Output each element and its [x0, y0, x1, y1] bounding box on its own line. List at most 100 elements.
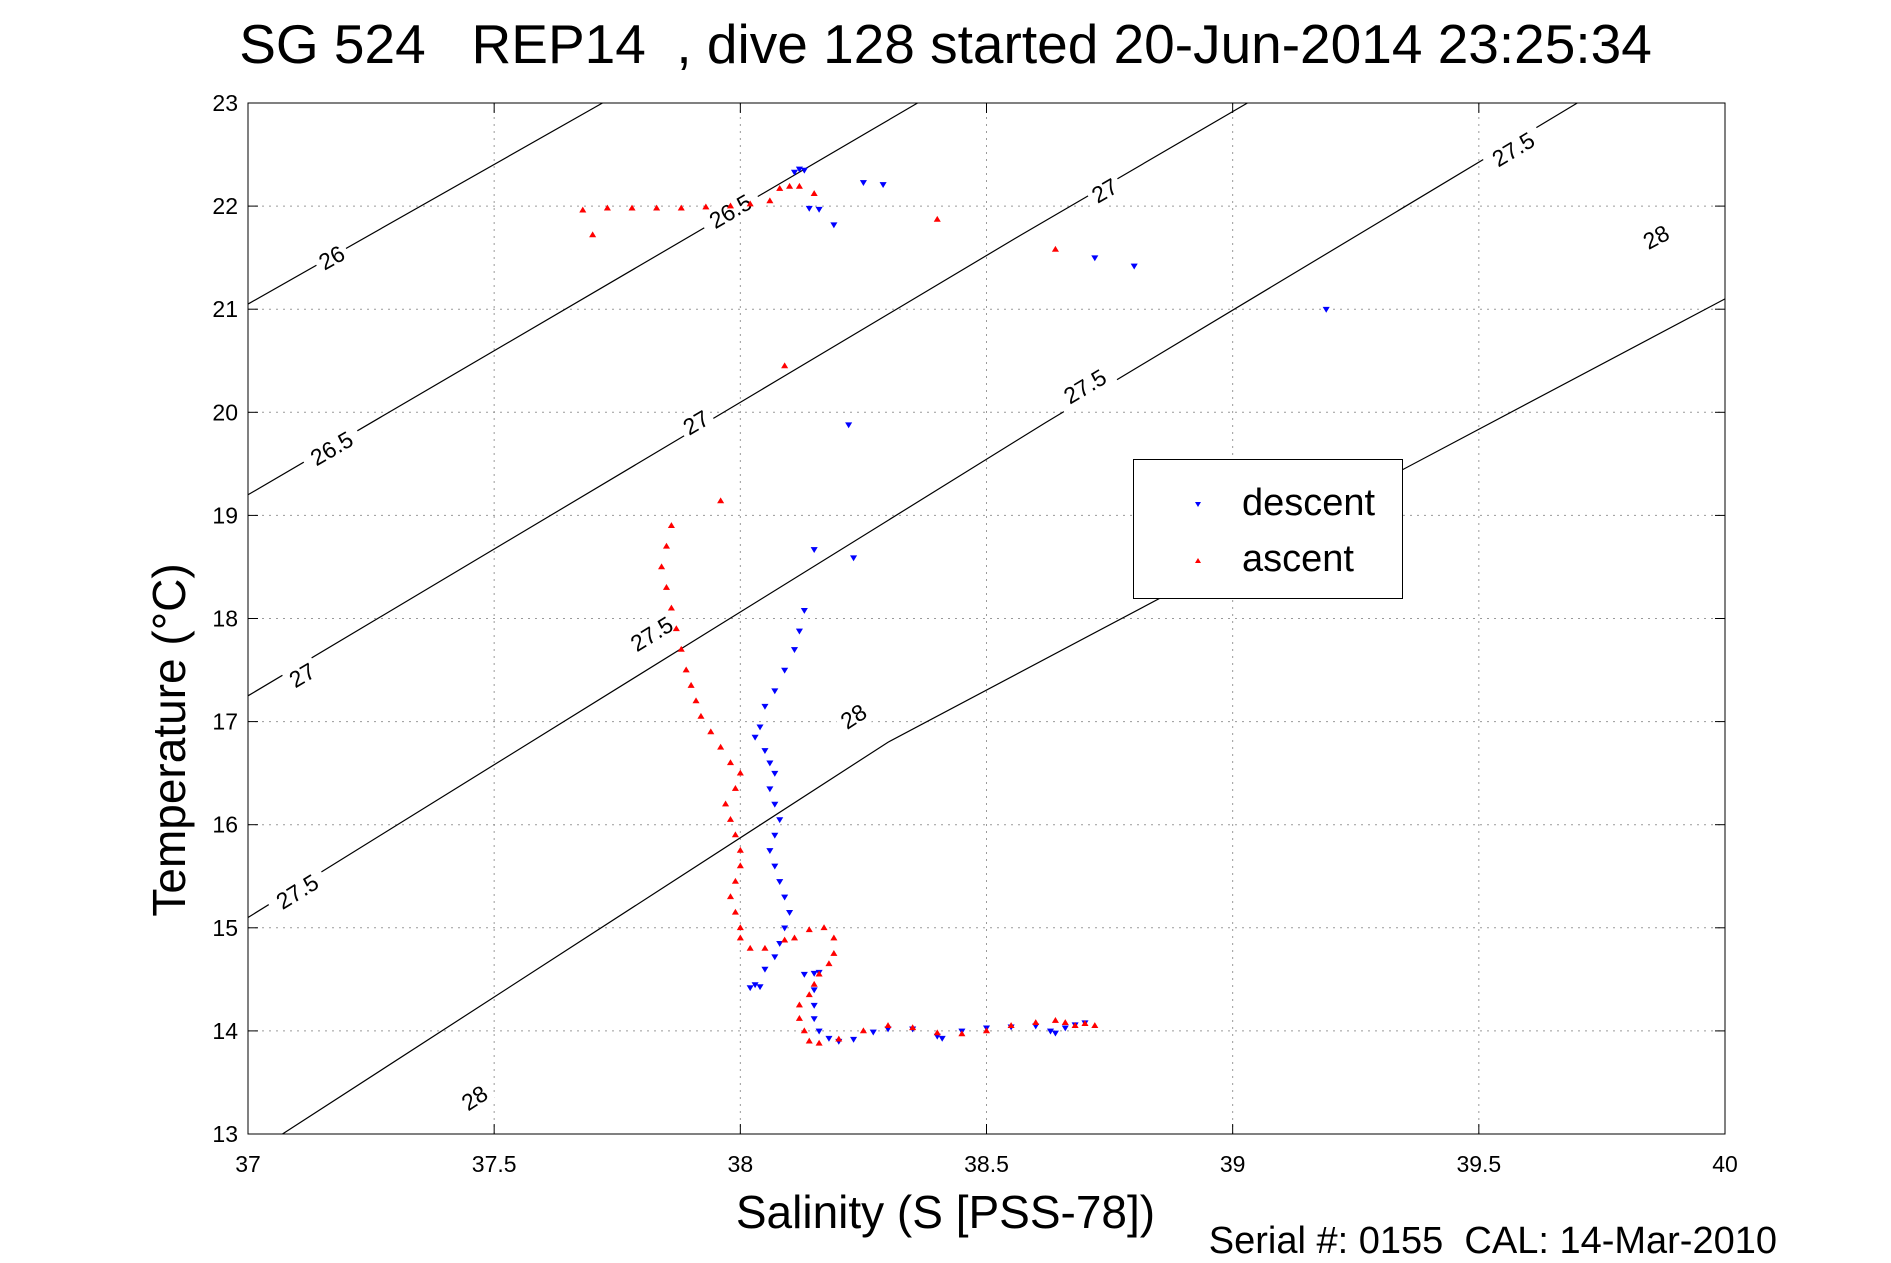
contour-line-27 [247, 102, 1248, 697]
contour-line-26 [247, 102, 603, 305]
data-point-ascent [731, 877, 739, 884]
x-tick-label: 37.5 [472, 1151, 517, 1177]
y-tick-label: 16 [212, 812, 238, 838]
data-point-ascent [717, 743, 725, 750]
data-point-descent [1061, 1025, 1069, 1032]
axis-ticks: 37 37.5 38 38.5 39 39.5 40 13 14 15 16 17 18 19 20 21 22… [212, 90, 1737, 1177]
data-point-descent [776, 817, 784, 824]
data-point-ascent [726, 202, 735, 209]
data-point-ascent [790, 934, 799, 941]
legend: descent ascent [1133, 459, 1403, 599]
data-point-ascent [726, 759, 735, 766]
data-point-descent [825, 1035, 833, 1042]
data-point-descent [850, 555, 858, 562]
data-point-descent [786, 910, 794, 916]
y-tick-label: 17 [212, 709, 238, 735]
y-tick-label: 14 [212, 1018, 238, 1044]
data-point-ascent [736, 862, 744, 869]
data-point-ascent [825, 960, 833, 967]
data-point-ascent [1071, 1022, 1079, 1029]
y-tick-label: 19 [212, 502, 238, 528]
contour-label: 27.5 [263, 863, 331, 920]
data-point-ascent [731, 908, 739, 915]
data-point-ascent [717, 497, 725, 504]
data-point-ascent [589, 231, 597, 238]
data-point-descent [795, 628, 803, 635]
data-point-ascent [859, 1027, 867, 1034]
data-series [579, 166, 1330, 1046]
data-point-descent [810, 1002, 818, 1009]
data-point-descent [771, 832, 779, 839]
data-point-descent [815, 206, 823, 213]
y-tick-label: 15 [212, 915, 238, 941]
data-point-ascent [909, 1024, 917, 1031]
svg-text:28: 28 [457, 1080, 493, 1116]
data-point-descent [790, 169, 799, 176]
data-point-ascent [736, 769, 744, 776]
data-point-ascent [810, 980, 818, 987]
data-point-ascent [810, 190, 818, 197]
data-point-descent [771, 954, 779, 961]
data-point-ascent [1051, 1017, 1059, 1023]
data-point-ascent [579, 206, 587, 213]
data-point-descent [781, 925, 789, 932]
data-point-ascent [805, 1037, 813, 1044]
data-point-ascent [628, 204, 636, 211]
series-ascent [579, 182, 1099, 1046]
data-point-descent [810, 970, 818, 977]
data-point-ascent [736, 934, 744, 941]
data-point-descent [781, 667, 789, 674]
data-point-descent [800, 607, 808, 614]
data-point-descent [795, 166, 803, 173]
data-point-ascent [800, 1027, 808, 1034]
data-point-ascent [1091, 1022, 1099, 1029]
x-tick-label: 37 [235, 1151, 261, 1177]
data-point-descent [869, 1029, 877, 1036]
serial-cal-footer: Serial #: 0155 CAL: 14-Mar-2010 [1208, 1220, 1777, 1262]
data-point-ascent [653, 204, 661, 211]
data-point-descent [800, 167, 808, 174]
contour-label: 27.5 [1479, 121, 1548, 178]
data-point-ascent [731, 831, 739, 838]
data-point-ascent [776, 184, 784, 191]
data-point-ascent [781, 362, 789, 369]
x-tick-label: 40 [1712, 1151, 1738, 1177]
data-point-descent [776, 940, 784, 947]
data-point-descent [781, 894, 789, 901]
data-point-ascent [672, 625, 680, 632]
data-point-ascent [766, 197, 774, 204]
contour-label: 27 [280, 654, 324, 696]
data-point-descent [810, 1016, 818, 1023]
data-point-descent [766, 760, 774, 767]
data-point-ascent [1081, 1020, 1089, 1026]
data-point-descent [1046, 1028, 1055, 1035]
x-tick-label: 38 [728, 1151, 754, 1177]
svg-text:28: 28 [836, 699, 872, 735]
data-point-ascent [815, 970, 823, 977]
x-axis-label: Salinity (S [PSS-78]) [735, 1186, 1156, 1238]
data-point-descent [761, 703, 769, 710]
data-point-ascent [736, 924, 744, 931]
data-point-descent [845, 422, 853, 429]
data-point-ascent [830, 949, 838, 956]
legend-label-ascent: ascent [1242, 538, 1354, 580]
data-point-ascent [830, 934, 838, 941]
grid-lines [248, 103, 1725, 1134]
data-point-descent [756, 724, 764, 731]
legend-label-descent: descent [1242, 482, 1376, 524]
data-point-ascent [722, 800, 730, 807]
data-point-descent [805, 205, 813, 212]
contour-line-27-5 [247, 102, 1578, 918]
data-point-descent [771, 770, 779, 777]
y-tick-label: 21 [212, 296, 238, 322]
data-point-descent [879, 182, 887, 189]
contour-label: 26.5 [696, 183, 765, 239]
contour-label: 28 [452, 1076, 497, 1119]
data-point-ascent [761, 944, 769, 951]
data-point-descent [771, 688, 779, 695]
data-point-ascent [786, 182, 794, 189]
data-point-descent [771, 863, 779, 870]
data-point-ascent [933, 215, 941, 222]
data-point-ascent [731, 785, 739, 791]
